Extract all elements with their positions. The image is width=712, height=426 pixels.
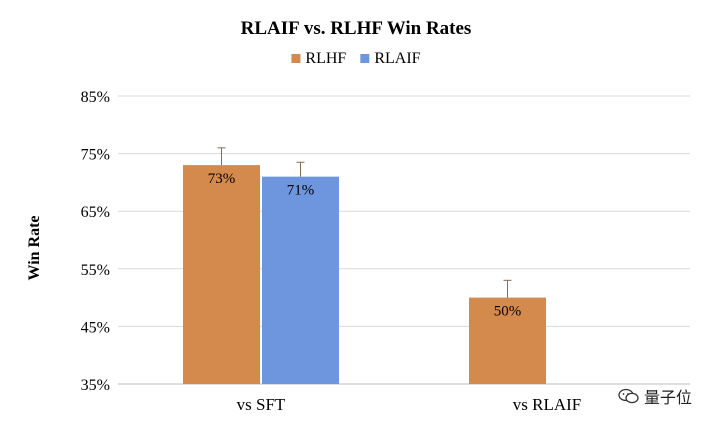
y-tick-label: 65% [81,204,110,221]
chart-title: RLAIF vs. RLHF Win Rates [241,18,472,39]
data-label-rlhf-0: 73% [208,171,236,187]
bar-rlhf-0 [183,165,260,384]
legend-label-rlhf: RLHF [305,50,346,67]
y-tick-label: 85% [81,89,110,106]
bar-rlaif-0 [262,176,339,384]
y-tick-label: 35% [81,377,110,394]
watermark: 量子位 [618,384,692,408]
watermark-text: 量子位 [643,388,692,407]
legend-label-rlaif: RLAIF [374,50,420,67]
y-tick-labels: 35% 45% 55% 65% 75% 85% [81,89,110,394]
y-axis-label: Win Rate [26,215,43,280]
y-tick-label: 55% [81,262,110,279]
y-tick-label: 75% [81,147,110,164]
x-tick-labels: vs SFT vs RLAIF [237,395,582,414]
bars: 73% 71% 50% [183,147,546,384]
y-tick-label: 45% [81,319,110,336]
data-label-rlaif-0: 71% [287,183,315,199]
wechat-icon [618,388,639,404]
data-label-rlhf-1: 50% [494,304,522,320]
x-tick-label: vs SFT [237,395,286,414]
legend-swatch-rlaif [360,54,370,63]
bar-rlhf-1 [469,297,546,384]
legend-swatch-rlhf [291,54,301,63]
x-tick-label: vs RLAIF [513,395,581,414]
legend: RLHF RLAIF [291,50,421,67]
